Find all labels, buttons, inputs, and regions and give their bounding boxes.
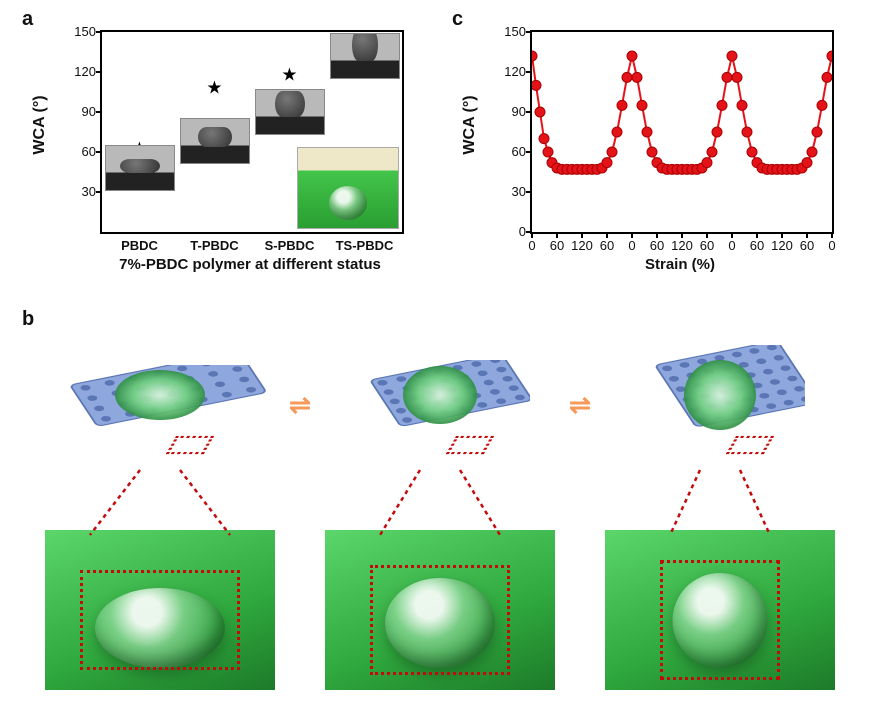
panel-c-marker (817, 100, 827, 110)
panel-c-marker (602, 158, 612, 168)
panel-c-ytick: 60 (492, 144, 526, 159)
panel-c-svg (532, 32, 832, 232)
panel-b-photo (45, 530, 275, 690)
panel-a-ytick: 90 (62, 104, 96, 119)
panel-a-thumbnail (180, 118, 250, 164)
panel-c-marker (622, 72, 632, 82)
panel-a-inset-photo (297, 147, 399, 229)
panel-c-marker (812, 127, 822, 137)
panel-c-marker (607, 147, 617, 157)
droplet-icon (674, 350, 766, 440)
panel-c-marker (712, 127, 722, 137)
panel-a-ytick: 150 (62, 24, 96, 39)
panel-c-marker (827, 51, 832, 61)
panel-c-plot: 03060901201500601206006012060060120600 (530, 30, 834, 234)
panel-c-marker (807, 147, 817, 157)
droplet-icon (105, 360, 215, 430)
panel-b: ⇌⇌ (20, 310, 850, 710)
zoom-box-large (370, 565, 510, 675)
panel-c-xtick: 60 (593, 238, 621, 253)
panel-c-marker (802, 158, 812, 168)
panel-c-marker (737, 100, 747, 110)
panel-c-ytick: 150 (492, 24, 526, 39)
panel-a: WCA (°) 306090120150PBDC★T-PBDC★S-PBDC★T… (40, 20, 420, 280)
panel-c-marker (717, 100, 727, 110)
star-marker: ★ (206, 78, 222, 99)
panel-c-ytick: 0 (492, 224, 526, 239)
panel-a-ytick: 60 (62, 144, 96, 159)
panel-c-xtick: 120 (668, 238, 696, 253)
panel-a-thumbnail (330, 33, 400, 79)
panel-c-xtick: 60 (543, 238, 571, 253)
panel-c-marker (747, 147, 757, 157)
panel-c-marker (637, 100, 647, 110)
panel-c-xtick: 120 (568, 238, 596, 253)
panel-c-marker (702, 158, 712, 168)
figure-root: a c b WCA (°) 306090120150PBDC★T-PBDC★S-… (0, 0, 871, 722)
panel-c-xtick: 60 (743, 238, 771, 253)
equilibrium-arrow-icon: ⇌ (569, 390, 591, 421)
panel-a-ytick: 120 (62, 64, 96, 79)
panel-c-marker (732, 72, 742, 82)
panel-c-marker (532, 51, 537, 61)
panel-a-thumbnail (255, 89, 325, 135)
panel-c-xlabel: Strain (%) (530, 256, 830, 273)
panel-c-marker (722, 72, 732, 82)
panel-a-ylabel: WCA (°) (31, 25, 49, 225)
panel-b-schematic-row: ⇌⇌ (20, 320, 850, 500)
panel-c-marker (822, 72, 832, 82)
panel-c-marker (647, 147, 657, 157)
panel-a-category: S-PBDC (255, 238, 325, 253)
panel-c-xtick: 0 (718, 238, 746, 253)
panel-a-category: PBDC (105, 238, 175, 253)
panel-c-marker (535, 107, 545, 117)
panel-c-marker (543, 147, 553, 157)
panel-c-ytick: 30 (492, 184, 526, 199)
panel-c-marker (532, 80, 541, 90)
panel-c-line (532, 56, 832, 169)
panel-a-category: TS-PBDC (330, 238, 400, 253)
panel-c-marker (627, 51, 637, 61)
zoom-box-large (80, 570, 240, 670)
panel-b-schematic (325, 320, 555, 490)
panel-c-marker (707, 147, 717, 157)
panel-c-marker (632, 72, 642, 82)
panel-b-photo-row (20, 530, 850, 700)
panel-c-xtick: 60 (643, 238, 671, 253)
equilibrium-arrow-icon: ⇌ (289, 390, 311, 421)
panel-a-category: T-PBDC (180, 238, 250, 253)
panel-b-schematic (45, 320, 275, 490)
star-marker: ★ (281, 64, 297, 85)
panel-c-xtick: 120 (768, 238, 796, 253)
panel-a-ytick: 30 (62, 184, 96, 199)
panel-c: WCA (°) 03060901201500601206006012060060… (470, 20, 850, 280)
droplet-icon (393, 356, 487, 434)
panel-a-thumbnail (105, 145, 175, 191)
panel-c-ytick: 90 (492, 104, 526, 119)
panel-a-xlabel: 7%-PBDC polymer at different status (100, 256, 400, 273)
panel-c-xtick: 0 (618, 238, 646, 253)
panel-c-xtick: 60 (793, 238, 821, 253)
panel-b-photo (605, 530, 835, 690)
zoom-box-large (660, 560, 780, 680)
panel-c-marker (617, 100, 627, 110)
panel-c-marker (539, 134, 549, 144)
panel-a-plot: 306090120150PBDC★T-PBDC★S-PBDC★TS-PBDC★ (100, 30, 404, 234)
panel-c-xtick: 0 (518, 238, 546, 253)
panel-b-photo (325, 530, 555, 690)
panel-c-marker (742, 127, 752, 137)
panel-c-marker (612, 127, 622, 137)
panel-c-ylabel: WCA (°) (461, 25, 479, 225)
panel-c-xtick: 60 (693, 238, 721, 253)
panel-c-marker (642, 127, 652, 137)
panel-b-schematic (605, 320, 835, 490)
panel-c-marker (727, 51, 737, 61)
panel-c-ytick: 120 (492, 64, 526, 79)
panel-c-xtick: 0 (818, 238, 846, 253)
